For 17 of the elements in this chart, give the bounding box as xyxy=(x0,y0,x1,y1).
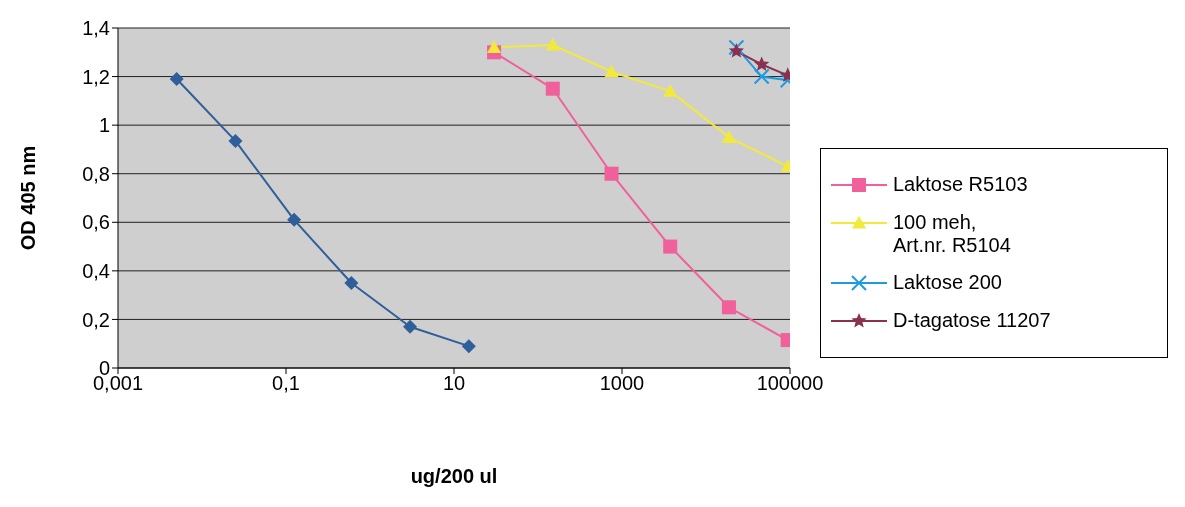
legend-label: 100 meh, Art.nr. R5104 xyxy=(893,211,1011,257)
y-tick-label: 1,2 xyxy=(82,65,110,88)
legend-label: Laktose 200 xyxy=(893,271,1002,294)
y-tick-label: 1 xyxy=(98,114,110,137)
y-tick-label: 0,6 xyxy=(82,211,110,234)
x-tick-label: 0,1 xyxy=(272,372,300,395)
y-tick-label: 0,2 xyxy=(82,308,110,331)
y-axis-title: OD 405 nm xyxy=(17,145,40,251)
y-tick-label: 1,4 xyxy=(82,17,110,40)
x-tick-label: 1000 xyxy=(599,372,645,395)
x-tick-label: 100000 xyxy=(756,372,824,395)
x-axis-title: ug/200 ul xyxy=(410,465,498,487)
legend-label: Laktose R5103 xyxy=(893,173,1028,196)
y-tick-label: 0,4 xyxy=(82,259,110,282)
legend-label: D-tagatose 11207 xyxy=(893,309,1051,332)
x-tick-label: 10 xyxy=(442,372,466,395)
y-tick-label: 0,8 xyxy=(82,162,110,185)
